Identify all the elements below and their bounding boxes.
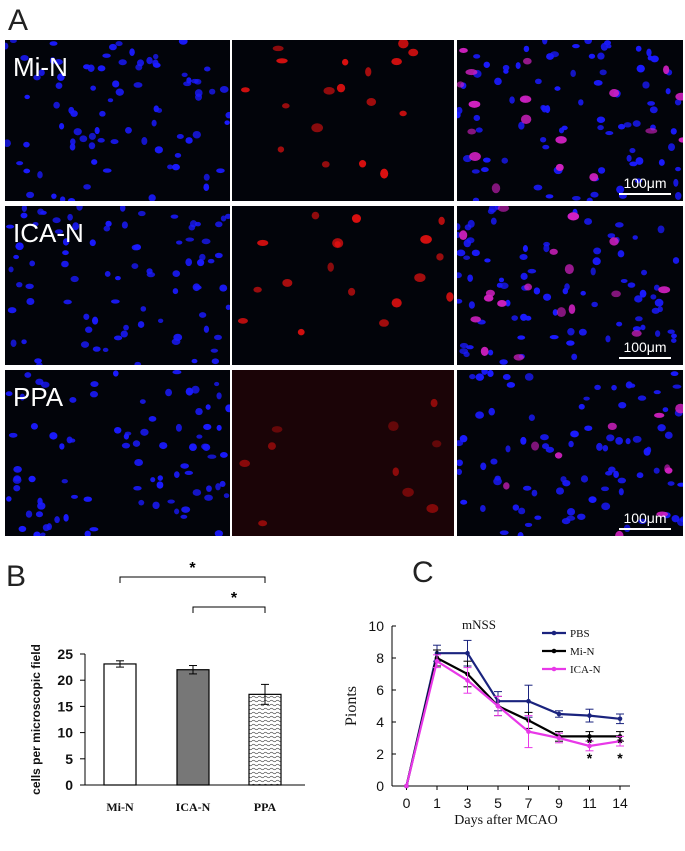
scale-bar: 100μm — [619, 510, 671, 530]
data-point — [587, 734, 592, 739]
data-point — [465, 650, 470, 656]
y-tick-label: 2 — [376, 746, 384, 762]
legend-label-ican: ICA-N — [570, 664, 601, 676]
row-label: ICA-N — [13, 218, 84, 248]
legend-marker — [551, 666, 557, 672]
y-tick-label: 8 — [376, 650, 384, 666]
x-tick-label: Mi-N — [106, 800, 134, 814]
data-point — [587, 743, 592, 749]
panel-c-letter: C — [412, 556, 434, 589]
data-point — [434, 658, 440, 664]
micrograph-ican-red — [232, 206, 454, 365]
bar-ican — [176, 669, 210, 786]
legend-label-min: Mi-N — [570, 646, 595, 658]
data-point — [556, 711, 562, 717]
x-axis-label: Days after MCAO — [454, 813, 557, 828]
data-point — [556, 735, 562, 741]
micrograph-ppa-merge: 100μm — [457, 370, 683, 536]
y-tick-label: 10 — [368, 618, 384, 634]
x-tick-label: 3 — [464, 795, 472, 811]
row-label: PPA — [13, 382, 64, 412]
data-point — [465, 678, 470, 683]
panel-a-letter: A — [8, 4, 29, 37]
significance-star: * — [617, 750, 623, 766]
bar-ppa — [248, 693, 282, 786]
y-tick-label: 6 — [376, 682, 384, 698]
legend-marker — [551, 648, 557, 654]
row-label: Mi-N — [13, 52, 68, 82]
x-tick-label: PPA — [254, 800, 277, 814]
x-tick-label: 11 — [582, 795, 597, 811]
series-pbs — [404, 639, 624, 789]
significance-star: * — [587, 734, 593, 750]
y-tick-label: 20 — [57, 672, 73, 688]
chart-title: mNSS — [462, 617, 496, 632]
series-line-pbs — [405, 652, 621, 787]
bar-chart: cells per microscopic field 0 5 10 15 20 25 Mi-… — [29, 560, 305, 814]
legend-label-pbs: PBS — [570, 628, 590, 640]
x-tick-label: 9 — [555, 795, 563, 811]
micrograph-ppa-red — [232, 370, 454, 536]
micrograph-ican-dapi: ICA-N — [5, 206, 230, 365]
micrograph-min-dapi: Mi-N — [5, 40, 230, 201]
micrograph-min-red — [232, 40, 454, 201]
data-point — [617, 738, 623, 744]
significance-star: * — [231, 590, 238, 607]
data-point — [526, 729, 531, 734]
data-point — [587, 713, 592, 718]
significance-star: * — [617, 734, 623, 750]
line-chart: 0 2 4 6 8 10 0 1 3 5 7 9 11 14 mNSS Days after MCAO Pion… — [343, 617, 630, 828]
y-tick-label: 10 — [57, 725, 73, 741]
bar-min — [103, 663, 137, 786]
significance-star: * — [587, 750, 593, 766]
y-tick-label: 0 — [65, 777, 73, 793]
data-point — [495, 703, 501, 709]
data-point — [526, 698, 531, 704]
x-tick-label: ICA-N — [176, 800, 211, 814]
data-point — [617, 716, 623, 722]
legend-marker — [551, 630, 557, 636]
y-axis-label: Pionts — [343, 686, 360, 726]
micrograph-ican-merge: 100μm — [457, 206, 683, 365]
scale-bar-label: 100μm — [623, 510, 667, 526]
series-line-ican — [405, 659, 621, 787]
data-point — [404, 783, 409, 789]
series-ican — [404, 654, 624, 789]
significance-bracket — [192, 606, 266, 613]
x-tick-label: 5 — [494, 795, 502, 811]
y-axis-label: cells per microscopic field — [29, 644, 43, 795]
x-tick-label: 0 — [403, 795, 411, 811]
x-tick-label: 14 — [612, 795, 628, 811]
x-tick-label: 1 — [433, 795, 441, 811]
significance-star: * — [189, 560, 196, 577]
scale-bar: 100μm — [619, 339, 671, 359]
micrograph-min-merge: 100μm — [457, 40, 683, 201]
y-tick-label: 5 — [65, 751, 73, 767]
series-line-min — [405, 656, 620, 787]
significance-bracket — [119, 576, 266, 583]
x-tick-label: 7 — [525, 795, 533, 811]
y-tick-label: 25 — [57, 646, 73, 662]
scale-bar: 100μm — [619, 175, 671, 195]
y-tick-label: 15 — [57, 698, 73, 714]
panel-b-letter: B — [6, 560, 27, 593]
scale-bar-label: 100μm — [623, 175, 667, 191]
y-tick-label: 0 — [376, 778, 384, 794]
micrograph-ppa-dapi: PPA — [5, 370, 230, 536]
y-tick-label: 4 — [376, 714, 384, 730]
scale-bar-label: 100μm — [623, 339, 667, 355]
